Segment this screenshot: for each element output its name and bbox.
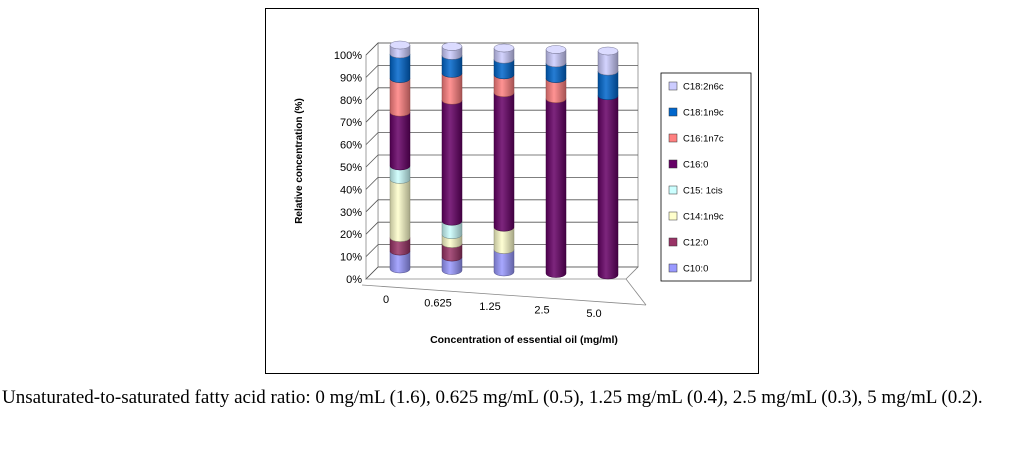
y-tick-label: 50% [340, 162, 362, 174]
gridline-side [365, 109, 379, 123]
legend-label: C12:0 [683, 238, 708, 249]
bar-stack [441, 42, 463, 275]
legend-box [660, 72, 752, 282]
gridline-side [365, 87, 379, 101]
gridline-side [365, 42, 379, 56]
legend-swatch [668, 211, 678, 221]
bar-top-cap [441, 42, 463, 51]
x-tick-label: 0 [383, 294, 389, 306]
y-tick-label: 100% [334, 50, 362, 62]
bar-top-cap [597, 46, 619, 56]
legend-label: C15: 1cis [683, 186, 723, 197]
y-tick-label: 90% [340, 72, 362, 84]
x-axis-side [625, 278, 647, 306]
legend-label: C18:1n9c [683, 108, 724, 119]
stacked-cylinder-chart: 0% 10% 20% 30% 40% 50% 60% 70% 80% 90% 100% Relativ… [294, 40, 752, 346]
bar-stack [389, 40, 411, 274]
legend-swatch [668, 159, 678, 169]
x-tick-label: 5.0 [586, 308, 601, 320]
bar-segment [597, 95, 619, 280]
gridline-side [365, 199, 379, 213]
bar-top-cap [493, 43, 515, 53]
legend-swatch [668, 237, 678, 247]
bar-segment [597, 71, 619, 101]
bar-segment [545, 98, 567, 278]
x-axis-baseline [361, 284, 647, 306]
legend-label: C18:2n6c [683, 82, 724, 93]
bar-stack [597, 46, 619, 280]
legend-swatch [668, 81, 678, 91]
legend-swatch [668, 133, 678, 143]
legend-label: C16:0 [683, 160, 708, 171]
gridline-side [365, 221, 379, 235]
x-axis-title: Concentration of essential oil (mg/ml) [430, 334, 618, 346]
bar-segment [493, 92, 515, 232]
y-tick-label: 40% [340, 184, 362, 196]
y-tick-label: 20% [340, 229, 362, 241]
gridline-side [365, 266, 379, 280]
legend-label: C14:1n9c [683, 212, 724, 223]
bar-segment [441, 73, 463, 105]
y-tick-label: 30% [340, 207, 362, 219]
figure-caption: Unsaturated-to-saturated fatty acid rati… [2, 387, 983, 408]
bar-stack [545, 45, 567, 278]
gridline-side [365, 132, 379, 145]
bar-segment [389, 112, 411, 171]
gridline-side [365, 154, 379, 168]
legend-swatch [668, 107, 678, 117]
legend-label: C16:1n7c [683, 134, 724, 145]
bar-segment [389, 53, 411, 83]
y-tick-label: 70% [340, 117, 362, 129]
y-axis-title: Relative concentration (%) [294, 98, 305, 224]
bar-segment [441, 100, 463, 226]
bar-top-cap [389, 40, 411, 50]
x-tick-label: 1.25 [479, 301, 500, 313]
y-tick-label: 80% [340, 95, 362, 107]
gridline-side [365, 65, 379, 78]
x-tick-label: 0.625 [424, 298, 452, 310]
y-tick-label: 0% [346, 274, 362, 286]
bar-top-cap [545, 45, 567, 54]
legend-swatch [668, 185, 678, 195]
figure-frame: 0% 10% 20% 30% 40% 50% 60% 70% 80% 90% 100% Relativ… [265, 8, 759, 374]
bar-segment [389, 179, 411, 242]
y-tick-label: 10% [340, 252, 362, 264]
bar-stack [493, 43, 515, 277]
legend-swatch [668, 263, 678, 273]
gridline-side [365, 177, 379, 190]
x-tick-label: 2.5 [534, 305, 549, 317]
gridline-side [365, 244, 379, 257]
bar-segment [389, 78, 411, 117]
legend-label: C10:0 [683, 264, 708, 275]
y-tick-label: 60% [340, 140, 362, 152]
